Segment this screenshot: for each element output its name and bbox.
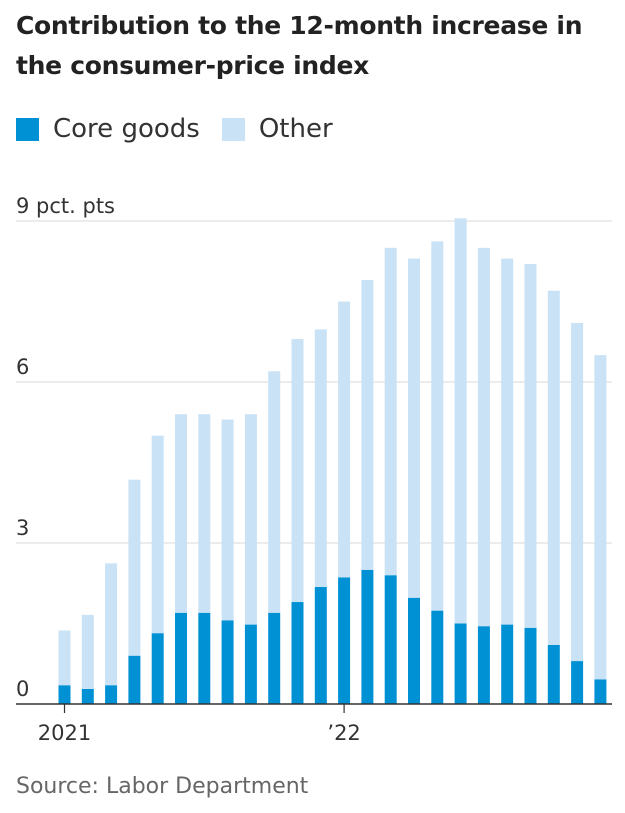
- bar-other-5: [175, 414, 187, 613]
- bar-core-10: [291, 602, 304, 704]
- y-tick-label-6: 6: [16, 355, 29, 379]
- bar-other-16: [431, 241, 444, 611]
- bar-core-5: [175, 612, 187, 704]
- legend-label-core-goods: Core goods: [53, 114, 200, 144]
- legend-item-other: Other: [221, 114, 333, 144]
- source-note: Source: Labor Department: [16, 774, 309, 799]
- bar-core-9: [268, 612, 281, 704]
- bar-other-4: [151, 435, 164, 634]
- bar-core-3: [128, 655, 141, 704]
- bar-core-15: [408, 597, 420, 704]
- bar-other-15: [408, 258, 420, 598]
- legend-swatch-other: [221, 117, 245, 141]
- bar-core-7: [221, 620, 234, 704]
- bar-core-2: [105, 685, 118, 704]
- bar-core-12: [338, 577, 351, 704]
- bar-other-11: [314, 329, 327, 588]
- legend-item-core-goods: Core goods: [16, 114, 200, 144]
- bar-other-18: [477, 247, 490, 627]
- bar-core-22: [571, 661, 584, 704]
- bar-other-22: [571, 322, 584, 662]
- bar-other-6: [198, 414, 211, 613]
- bar-other-12: [338, 301, 351, 578]
- bar-other-8: [244, 414, 257, 625]
- bar-other-21: [547, 290, 560, 645]
- bar-core-6: [198, 612, 211, 704]
- bar-other-20: [524, 263, 537, 628]
- bar-core-23: [594, 679, 607, 704]
- bar-other-3: [128, 479, 141, 656]
- legend: Core goods Other: [16, 114, 355, 144]
- y-tick-label-0: 0: [16, 677, 29, 701]
- bar-core-8: [244, 624, 257, 704]
- x-tick-label-12: ’22: [327, 721, 360, 745]
- y-tick-label-9: 9 pct. pts: [16, 194, 115, 218]
- bar-core-4: [151, 633, 164, 704]
- bar-other-23: [594, 355, 607, 680]
- bar-other-10: [291, 339, 304, 603]
- bar-core-0: [58, 685, 71, 704]
- bar-other-9: [268, 371, 281, 613]
- bar-core-18: [477, 626, 490, 704]
- bar-other-19: [501, 258, 514, 625]
- bar-other-13: [361, 280, 374, 570]
- legend-swatch-core-goods: [16, 117, 39, 141]
- bar-other-7: [221, 419, 234, 621]
- legend-label-other: Other: [258, 114, 333, 144]
- bar-core-14: [384, 575, 397, 704]
- bar-core-17: [454, 623, 467, 704]
- bar-other-2: [105, 563, 118, 686]
- bar-core-1: [81, 688, 94, 704]
- bar-other-1: [81, 614, 94, 689]
- bar-core-21: [547, 644, 560, 704]
- bar-core-20: [524, 627, 537, 704]
- bar-other-14: [384, 247, 397, 576]
- x-tick-label-0: 2021: [38, 721, 91, 745]
- bar-core-11: [314, 587, 327, 704]
- chart-title: Contribution to the 12-month increase in…: [16, 11, 583, 80]
- bar-core-19: [501, 624, 514, 704]
- bar-core-13: [361, 569, 374, 704]
- bar-core-16: [431, 610, 444, 704]
- bar-other-17: [454, 218, 467, 624]
- bar-other-0: [58, 630, 71, 686]
- y-tick-label-3: 3: [16, 516, 29, 540]
